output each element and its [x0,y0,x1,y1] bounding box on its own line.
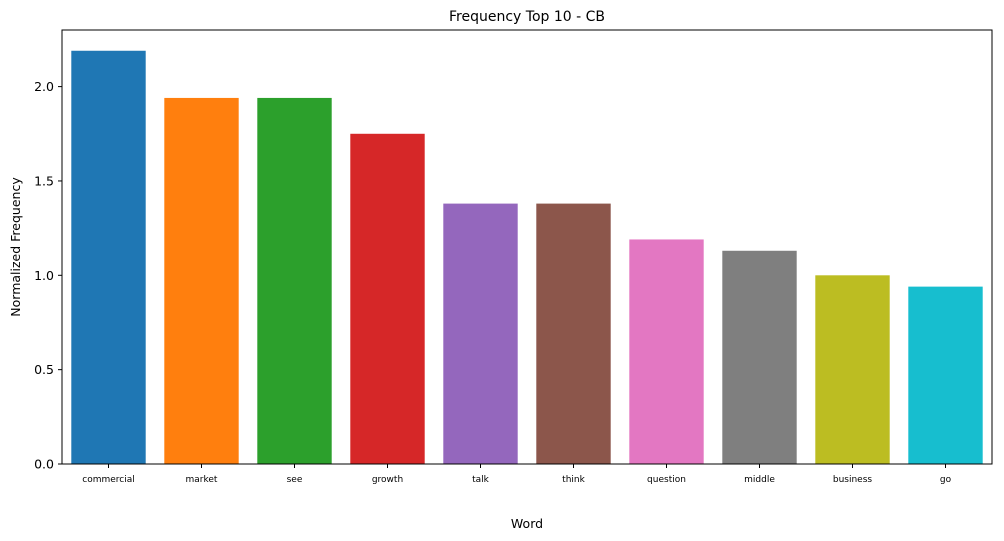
x-tick-label: middle [744,475,775,485]
x-tick-label: question [647,475,686,485]
x-tick-label: growth [372,475,403,485]
bar-question [629,239,704,464]
bar-see [257,97,332,465]
chart-title: Frequency Top 10 - CB [449,9,605,25]
y-tick-label: 1.0 [34,268,54,283]
bars-group [71,50,983,465]
x-tick-label: see [287,475,303,485]
bar-market [164,97,239,465]
bar-commercial [71,50,146,464]
bar-go [908,286,983,464]
bar-growth [350,133,425,465]
y-tick-label: 0.5 [34,362,54,377]
plot-frame [61,29,993,465]
x-tick-label: business [833,475,873,485]
bar-think [536,203,611,464]
x-tick-label: market [186,475,218,485]
y-axis: 0.0 0.5 1.0 1.5 2.0 [34,79,62,472]
x-axis: commercial market see growth talk think questi… [82,464,952,485]
x-tick-label: commercial [82,475,135,485]
x-tick-label: think [562,475,585,485]
y-tick-label: 1.5 [34,173,54,188]
y-axis-label: Normalized Frequency [8,177,23,317]
bar-talk [443,203,518,464]
bar-business [815,275,890,464]
y-tick-label: 0.0 [34,457,54,472]
x-tick-label: go [940,475,952,485]
x-tick-label: talk [472,475,490,485]
x-axis-label: Word [511,516,543,531]
bar-middle [722,250,797,464]
y-tick-label: 2.0 [34,79,54,94]
